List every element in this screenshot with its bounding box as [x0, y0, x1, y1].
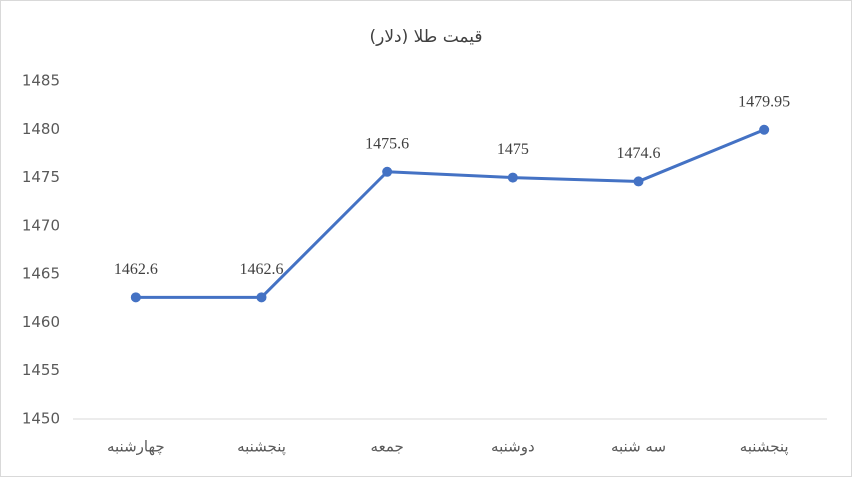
y-tick-label: 1485 [22, 72, 60, 90]
x-tick-label: دوشنبه [491, 438, 535, 456]
data-label: 1462.6 [240, 261, 284, 278]
y-tick-label: 1480 [22, 120, 60, 138]
data-point [382, 166, 393, 177]
x-tick-label: جمعه [371, 438, 404, 456]
data-label: 1475.6 [365, 135, 409, 152]
data-point [507, 172, 518, 183]
chart-title: قیمت طلا (دلار) [370, 27, 483, 47]
data-label: 1474.6 [617, 145, 661, 162]
data-point [759, 124, 770, 135]
y-tick-label: 1465 [22, 265, 60, 283]
data-label: 1462.6 [114, 261, 158, 278]
data-label: 1479.95 [738, 93, 790, 110]
data-label: 1475 [497, 141, 529, 158]
y-tick-label: 1450 [22, 410, 60, 428]
y-tick-label: 1460 [22, 313, 60, 331]
x-tick-label: سه شنبه [611, 438, 666, 456]
data-line [135, 128, 765, 299]
data-point [256, 292, 267, 303]
x-tick-label: پنجشنبه [237, 438, 286, 457]
x-tick-label: پنجشنبه [740, 438, 789, 457]
y-tick-label: 1475 [22, 168, 60, 186]
x-tick-label: چهارشنبه [107, 438, 165, 456]
y-tick-label: 1455 [22, 361, 60, 379]
data-point [633, 176, 644, 187]
y-tick-label: 1470 [22, 216, 60, 234]
data-point [130, 292, 141, 303]
